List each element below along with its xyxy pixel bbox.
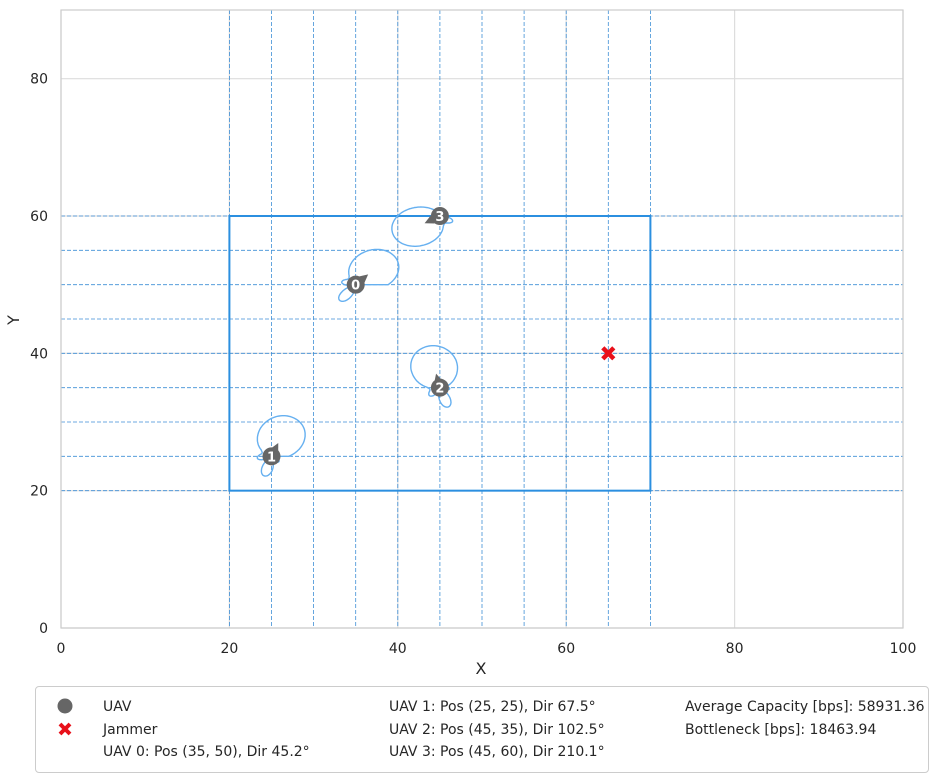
uav-direction-arrow: [437, 381, 441, 388]
y-tick-label: 0: [39, 621, 48, 637]
x-tick-label: 100: [890, 641, 917, 657]
legend-bottleneck: Bottleneck [bps]: 18463.94: [685, 722, 877, 738]
legend-uav0-info: UAV 0: Pos (35, 50), Dir 45.2°: [103, 744, 310, 760]
y-axis-label: Y: [4, 315, 23, 326]
uav-direction-arrow: [270, 450, 276, 457]
jammer-marker: [601, 346, 616, 361]
y-tick-label: 60: [30, 209, 48, 225]
legend-jammer-label: Jammer: [103, 722, 158, 738]
antenna-patterns: [256, 206, 459, 477]
legend-uav2-info: UAV 2: Pos (45, 35), Dir 102.5°: [389, 722, 605, 738]
x-tick-label: 0: [57, 641, 66, 657]
x-tick-label: 20: [220, 641, 238, 657]
antenna-pattern: [410, 345, 459, 408]
antenna-pattern: [256, 415, 306, 477]
x-tick-label: 40: [389, 641, 407, 657]
uav-markers: 0 1 2 3: [262, 207, 449, 466]
antenna-pattern: [337, 248, 400, 302]
x-tick-label: 60: [557, 641, 575, 657]
legend-average-capacity: Average Capacity [bps]: 58931.36: [685, 699, 925, 715]
legend-uav-label: UAV: [103, 699, 132, 715]
y-tick-label: 80: [30, 72, 48, 88]
uav-id-label: 0: [351, 279, 360, 294]
jammer-x: [601, 346, 616, 361]
x-tick-label: 80: [726, 641, 744, 657]
x-axis-label: X: [476, 659, 487, 678]
legend-uav-marker: [57, 698, 73, 714]
legend-uav1-info: UAV 1: Pos (25, 25), Dir 67.5°: [389, 699, 596, 715]
legend: UAV Jammer UAV 0: Pos (35, 50), Dir 45.2…: [35, 686, 929, 773]
legend-uav3-info: UAV 3: Pos (45, 60), Dir 210.1°: [389, 744, 605, 760]
uav-id-label: 2: [435, 382, 444, 397]
uav-id-label: 1: [267, 450, 276, 465]
uav-chart: 0 1 2 3 0 20 40 60 80 100 0 20 40 60 80 X Y: [4, 9, 916, 678]
uav-direction-arrow: [355, 279, 362, 286]
uav-direction-arrowhead: [270, 443, 279, 454]
uav-direction-arrowhead: [434, 373, 443, 384]
legend-jammer-marker: [58, 722, 72, 736]
uav-direction-arrow: [432, 215, 441, 221]
y-tick-label: 20: [30, 484, 48, 500]
uav-id-label: 3: [435, 210, 444, 225]
uav-direction-arrowhead: [358, 274, 369, 284]
uav-direction-arrowhead: [424, 215, 435, 224]
area-grid: [61, 10, 903, 628]
y-tick-label: 40: [30, 346, 48, 362]
plot-frame: [60, 9, 904, 629]
